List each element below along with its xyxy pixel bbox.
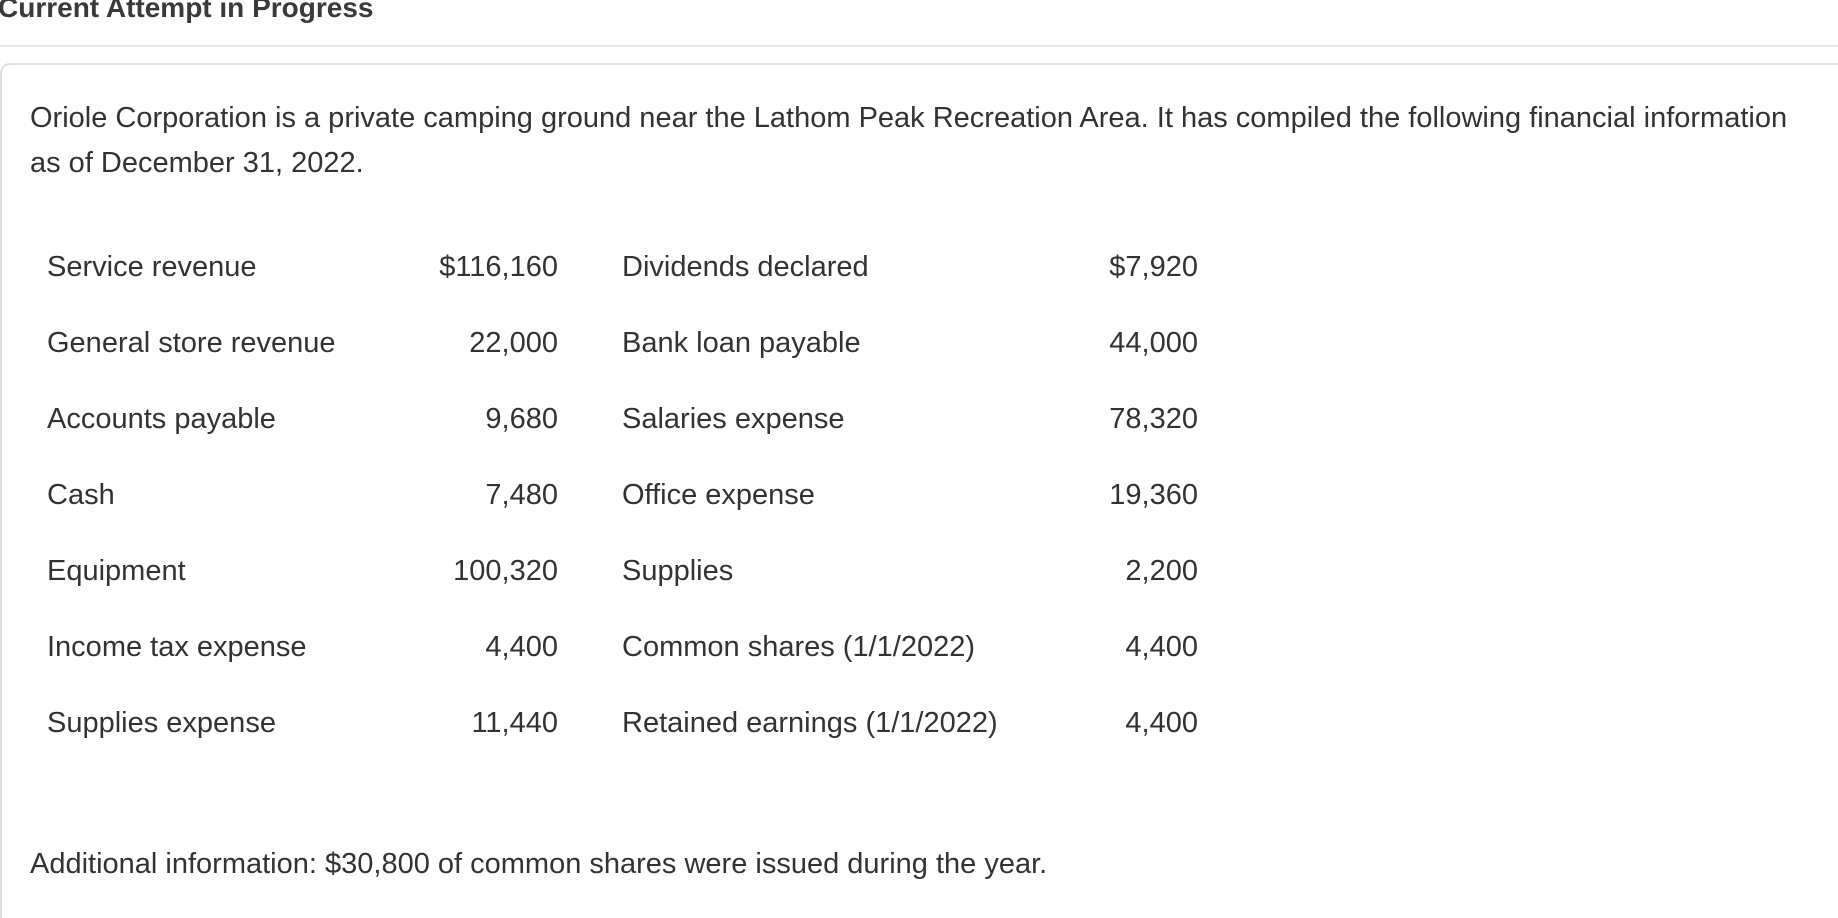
table-row: General store revenue 22,000 Bank loan p… xyxy=(0,323,1838,363)
right-label: Bank loan payable xyxy=(622,327,861,359)
left-value: 7,480 xyxy=(485,479,558,511)
right-label: Dividends declared xyxy=(622,251,869,283)
header-divider xyxy=(0,45,1838,47)
left-label: Cash xyxy=(47,479,115,511)
additional-info: Additional information: $30,800 of commo… xyxy=(30,848,1048,880)
left-label: Supplies expense xyxy=(47,707,276,739)
page-title: Current Attempt in Progress xyxy=(0,0,374,23)
right-value: $7,920 xyxy=(1109,251,1198,283)
left-value: $116,160 xyxy=(439,251,558,283)
left-label: Service revenue xyxy=(47,251,257,283)
right-value: 2,200 xyxy=(1125,555,1198,587)
table-row: Cash 7,480 Office expense 19,360 xyxy=(0,475,1838,515)
question-panel xyxy=(0,63,1838,918)
left-label: Income tax expense xyxy=(47,631,307,663)
left-value: 100,320 xyxy=(453,555,558,587)
right-value: 44,000 xyxy=(1109,327,1198,359)
right-value: 4,400 xyxy=(1125,631,1198,663)
left-value: 4,400 xyxy=(485,631,558,663)
right-label: Common shares (1/1/2022) xyxy=(622,631,975,663)
left-label: Accounts payable xyxy=(47,403,276,435)
right-label: Salaries expense xyxy=(622,403,845,435)
table-row: Service revenue $116,160 Dividends decla… xyxy=(0,247,1838,287)
table-row: Income tax expense 4,400 Common shares (… xyxy=(0,627,1838,667)
table-row: Supplies expense 11,440 Retained earning… xyxy=(0,703,1838,743)
left-value: 9,680 xyxy=(485,403,558,435)
left-value: 22,000 xyxy=(469,327,558,359)
left-value: 11,440 xyxy=(471,707,558,739)
right-label: Retained earnings (1/1/2022) xyxy=(622,707,998,739)
left-label: General store revenue xyxy=(47,327,336,359)
intro-text: Oriole Corporation is a private camping … xyxy=(30,102,1788,179)
right-label: Supplies xyxy=(622,555,734,587)
right-label: Office expense xyxy=(622,479,815,511)
table-row: Equipment 100,320 Supplies 2,200 xyxy=(0,551,1838,591)
right-value: 4,400 xyxy=(1125,707,1198,739)
table-row: Accounts payable 9,680 Salaries expense … xyxy=(0,399,1838,439)
right-value: 19,360 xyxy=(1109,479,1198,511)
left-label: Equipment xyxy=(47,555,186,587)
right-value: 78,320 xyxy=(1109,403,1198,435)
